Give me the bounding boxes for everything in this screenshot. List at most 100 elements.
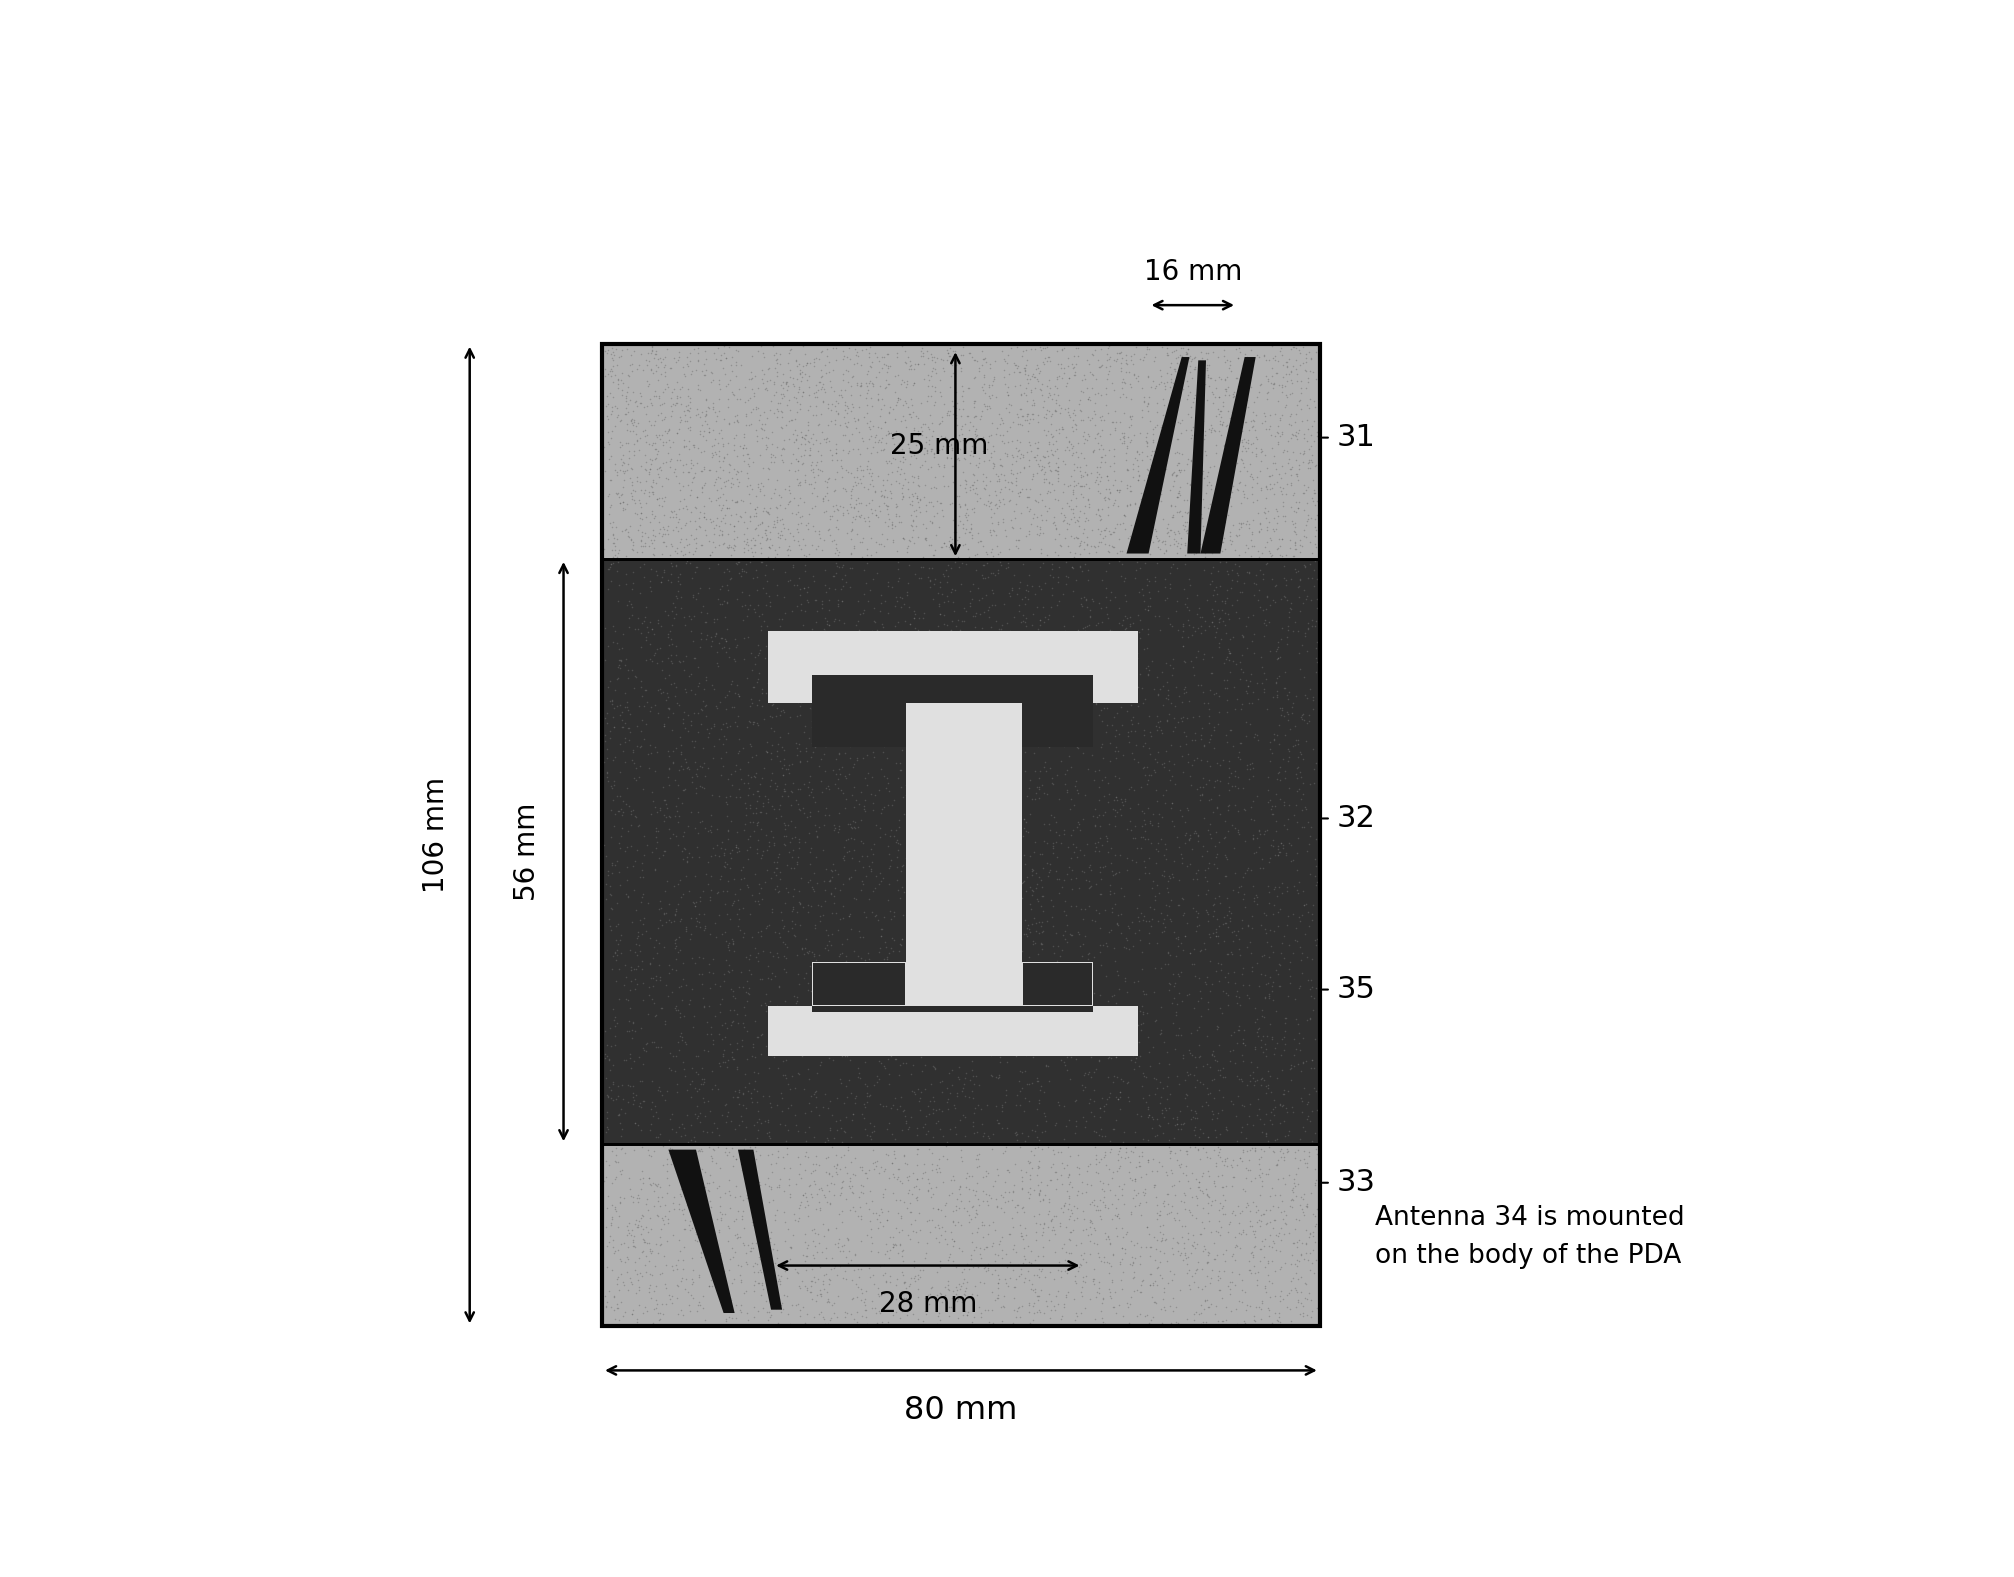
- Point: [1257, 902, 1289, 927]
- Point: [695, 1014, 727, 1039]
- Point: [1287, 517, 1319, 542]
- Point: [683, 670, 715, 695]
- Point: [828, 610, 860, 636]
- Point: [918, 1110, 951, 1135]
- Point: [1148, 1194, 1180, 1219]
- Point: [1249, 1080, 1281, 1105]
- Point: [1025, 658, 1057, 683]
- Point: [842, 705, 874, 730]
- Point: [695, 1143, 727, 1169]
- Point: [922, 746, 955, 771]
- Point: [1204, 366, 1237, 391]
- Point: [1013, 919, 1045, 945]
- Point: [594, 773, 626, 798]
- Point: [759, 1206, 792, 1232]
- Point: [922, 367, 955, 393]
- Point: [949, 1165, 981, 1191]
- Point: [671, 397, 703, 423]
- Point: [868, 509, 900, 535]
- Point: [997, 1000, 1029, 1025]
- Point: [1124, 1191, 1156, 1216]
- Point: [1283, 1126, 1315, 1151]
- Point: [1162, 1230, 1194, 1255]
- Point: [1055, 1219, 1088, 1244]
- Point: [685, 418, 717, 443]
- Point: [787, 598, 820, 623]
- Point: [1182, 442, 1214, 467]
- Point: [727, 607, 759, 632]
- Point: [796, 1287, 828, 1312]
- Point: [1118, 1049, 1150, 1074]
- Point: [830, 356, 862, 382]
- Point: [737, 710, 769, 735]
- Point: [981, 535, 1013, 560]
- Point: [755, 896, 787, 921]
- Point: [771, 1254, 804, 1279]
- Point: [864, 1282, 896, 1307]
- Point: [856, 394, 888, 419]
- Point: [779, 405, 812, 431]
- Point: [977, 1173, 1009, 1199]
- Point: [922, 1117, 955, 1142]
- Point: [912, 713, 945, 738]
- Point: [745, 1110, 777, 1135]
- Point: [616, 380, 649, 405]
- Point: [810, 1288, 842, 1314]
- Point: [610, 776, 642, 801]
- Point: [949, 837, 981, 863]
- Point: [606, 495, 638, 520]
- Point: [902, 1176, 934, 1202]
- Point: [971, 672, 1003, 697]
- Point: [1257, 443, 1289, 468]
- Point: [864, 1210, 896, 1235]
- Point: [735, 640, 767, 665]
- Point: [753, 536, 785, 561]
- Point: [1106, 1008, 1138, 1033]
- Point: [878, 380, 910, 405]
- Point: [1192, 710, 1225, 735]
- Point: [1037, 382, 1069, 407]
- Point: [1092, 812, 1124, 837]
- Point: [1148, 1189, 1180, 1214]
- Point: [1184, 1003, 1216, 1028]
- Point: [763, 924, 796, 949]
- Point: [1118, 719, 1150, 744]
- Point: [701, 552, 733, 577]
- Point: [789, 558, 822, 583]
- Point: [924, 1214, 957, 1240]
- Point: [834, 733, 866, 759]
- Point: [1198, 893, 1231, 918]
- Point: [884, 1205, 916, 1230]
- Point: [653, 1282, 685, 1307]
- Point: [1077, 1216, 1110, 1241]
- Point: [1257, 517, 1289, 542]
- Point: [699, 1246, 731, 1271]
- Point: [957, 1304, 989, 1329]
- Point: [872, 372, 904, 397]
- Point: [1134, 481, 1166, 506]
- Point: [1287, 1139, 1319, 1164]
- Point: [735, 883, 767, 908]
- Point: [1222, 542, 1255, 568]
- Point: [721, 587, 753, 612]
- Point: [1013, 1150, 1045, 1175]
- Point: [908, 1151, 941, 1176]
- Point: [761, 945, 794, 970]
- Point: [1051, 1195, 1084, 1221]
- Point: [636, 479, 669, 505]
- Point: [1263, 841, 1295, 866]
- Point: [620, 1213, 653, 1238]
- Point: [826, 555, 858, 580]
- Point: [1293, 437, 1325, 462]
- Point: [896, 661, 928, 686]
- Point: [834, 722, 866, 747]
- Point: [1273, 604, 1305, 629]
- Point: [1261, 536, 1293, 561]
- Point: [1100, 735, 1132, 760]
- Point: [1029, 1265, 1061, 1290]
- Point: [864, 984, 896, 1009]
- Point: [659, 1184, 691, 1210]
- Point: [1281, 1050, 1313, 1076]
- Point: [705, 497, 737, 522]
- Point: [777, 486, 810, 511]
